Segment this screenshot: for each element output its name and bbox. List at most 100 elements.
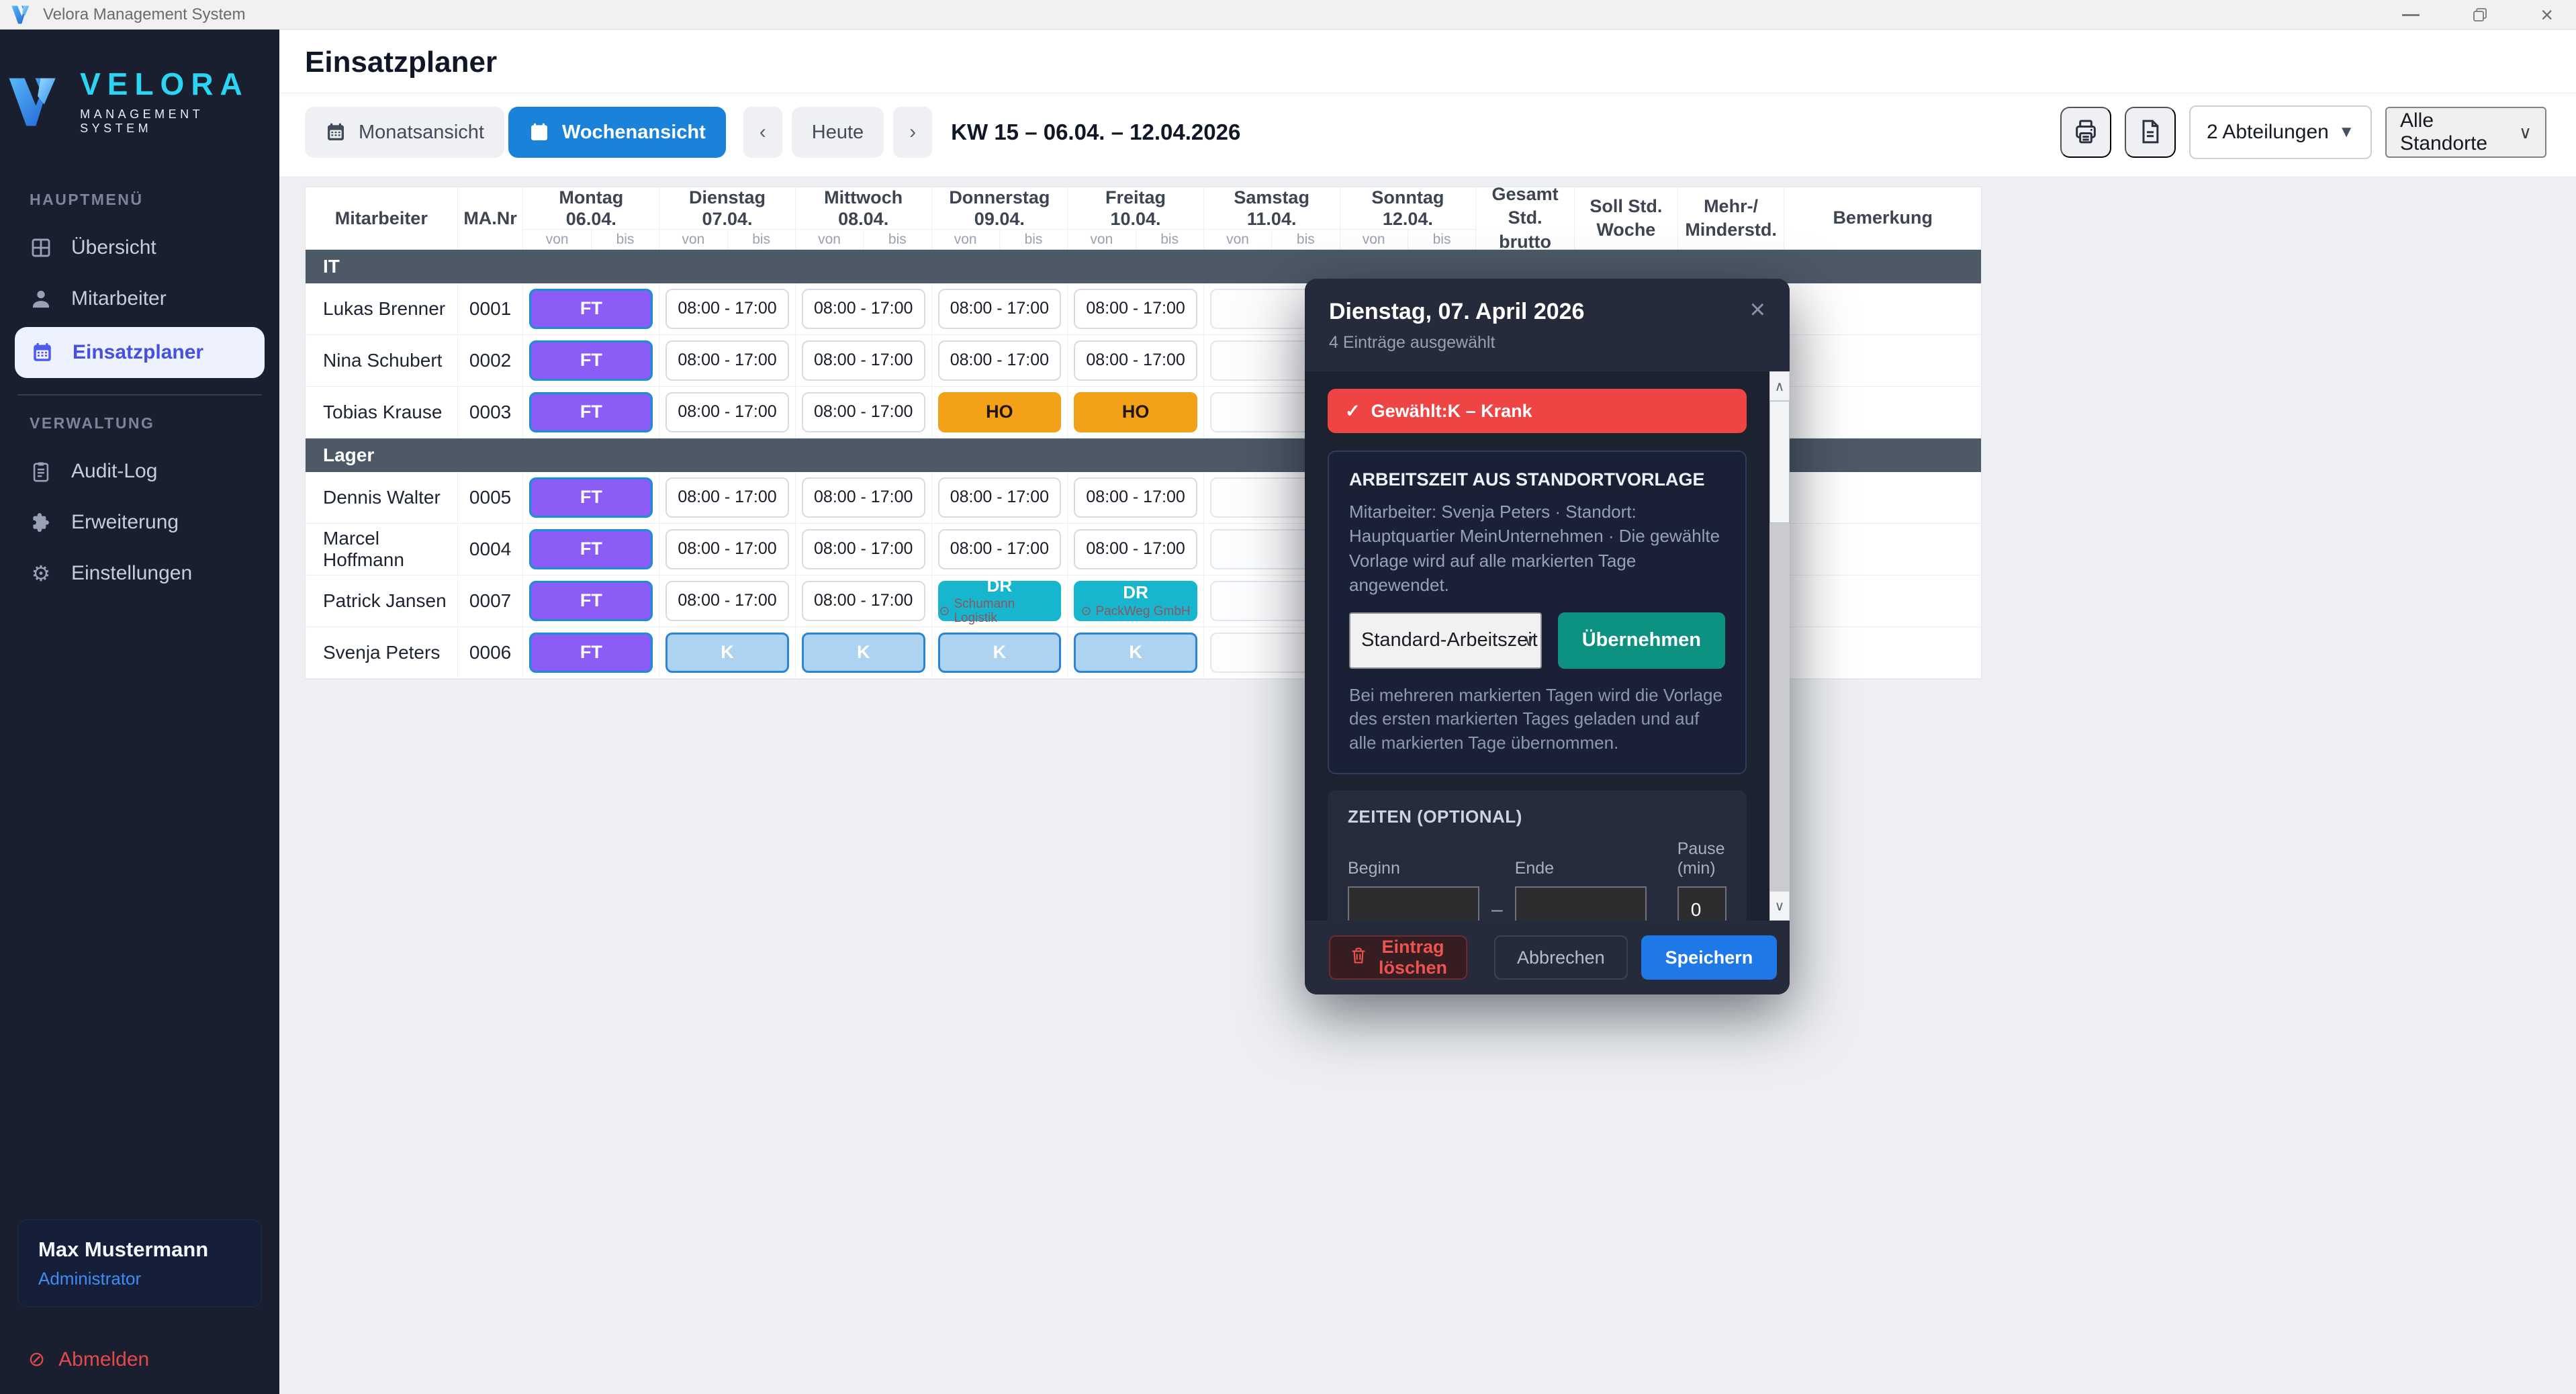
shift-cell-time[interactable]: 08:00 - 17:00 <box>1074 289 1197 329</box>
shift-cell-time[interactable]: 08:00 - 17:00 <box>665 529 789 569</box>
shift-cell-time[interactable]: 08:00 - 17:00 <box>801 289 925 329</box>
day-cell: FT <box>523 472 660 523</box>
sidebar-item-audit-log[interactable]: Audit-Log <box>0 446 279 497</box>
selected-status-banner: ✓ Gewählt:K – Krank <box>1328 389 1747 433</box>
export-button[interactable] <box>2125 107 2176 158</box>
shift-cell-time[interactable]: 08:00 - 17:00 <box>937 477 1062 518</box>
scrollbar-thumb[interactable] <box>1769 401 1790 523</box>
pause-input[interactable]: 0 <box>1677 886 1727 921</box>
locations-select[interactable]: Alle Standorte ∨ <box>2385 107 2546 158</box>
apply-template-button[interactable]: Übernehmen <box>1557 612 1725 669</box>
page-title: Einsatzplaner <box>305 46 498 79</box>
shift-cell-dr[interactable]: DR ⊙ Schumann Logistik <box>937 576 1062 625</box>
shift-cell-time[interactable]: 08:00 - 17:00 <box>801 340 925 381</box>
app-logo-icon <box>11 5 32 25</box>
shift-cell-k[interactable]: K <box>665 633 789 673</box>
shift-cell-ho[interactable]: HO <box>1074 392 1197 432</box>
shift-cell-time[interactable]: 08:00 - 17:00 <box>801 529 925 569</box>
modal-header: Dienstag, 07. April 2026 4 Einträge ausg… <box>1305 279 1790 371</box>
sidebar-item-einsatzplaner[interactable]: Einsatzplaner <box>15 327 265 378</box>
begin-input[interactable] <box>1348 886 1479 921</box>
shift-cell-k[interactable]: K <box>937 633 1062 673</box>
today-button[interactable]: Heute <box>791 107 884 158</box>
end-input[interactable] <box>1514 886 1647 921</box>
shift-cell-time[interactable]: 08:00 - 17:00 <box>665 581 789 621</box>
minimize-icon[interactable] <box>2402 13 2420 16</box>
shift-cell-k[interactable]: K <box>801 633 925 673</box>
logout-button[interactable]: ⊘ Abmelden <box>17 1348 262 1371</box>
day-cell: 08:00 - 17:00 <box>796 524 932 575</box>
user-role: Administrator <box>38 1268 142 1289</box>
day-cell: FT <box>523 627 660 678</box>
delete-entry-button[interactable]: Eintrag löschen <box>1329 935 1468 980</box>
shift-cell-ho[interactable]: HO <box>937 392 1062 432</box>
day-cell: 08:00 - 17:00 <box>796 387 932 438</box>
shift-cell-time[interactable]: 08:00 - 17:00 <box>801 477 925 518</box>
print-button[interactable] <box>2060 107 2111 158</box>
col-header-day-4: Freitag 10.04. von bis <box>1068 187 1204 249</box>
logout-label: Abmelden <box>58 1348 150 1370</box>
shift-cell-ft[interactable]: FT <box>529 392 653 432</box>
cancel-button[interactable]: Abbrechen <box>1494 935 1628 980</box>
shift-cell-time[interactable]: 08:00 - 17:00 <box>665 289 789 329</box>
employee-id: 0007 <box>458 575 524 626</box>
restore-icon[interactable] <box>2472 7 2488 23</box>
sidebar-item-erweiterung[interactable]: Erweiterung <box>0 497 279 548</box>
col-header-stat-1: Soll Std. Woche <box>1575 187 1678 249</box>
shift-cell-time[interactable]: 08:00 - 17:00 <box>937 529 1062 569</box>
shift-cell-ft[interactable]: FT <box>529 633 653 673</box>
close-window-icon[interactable]: × <box>2540 3 2553 27</box>
day-cell: DR ⊙ Schumann Logistik <box>932 575 1068 626</box>
day-cell: 08:00 - 17:00 <box>1068 472 1204 523</box>
entry-edit-modal: Dienstag, 07. April 2026 4 Einträge ausg… <box>1305 279 1790 994</box>
shift-cell-time[interactable]: 08:00 - 17:00 <box>1074 529 1197 569</box>
shift-cell-dr[interactable]: DR ⊙ PackWeg GmbH <box>1074 581 1197 621</box>
shift-cell-ft[interactable]: FT <box>529 289 653 329</box>
week-view-button[interactable]: Wochenansicht <box>508 107 726 158</box>
day-cell: FT <box>523 387 660 438</box>
day-cell: 08:00 - 17:00 <box>1068 524 1204 575</box>
scroll-down-icon[interactable]: ∨ <box>1769 891 1790 921</box>
day-cell: 08:00 - 17:00 <box>659 575 796 626</box>
begin-label: Beginn <box>1348 859 1400 878</box>
employee-name: Svenja Peters <box>306 627 458 678</box>
shift-cell-ft[interactable]: FT <box>529 581 653 621</box>
shift-cell-time[interactable]: 08:00 - 17:00 <box>665 477 789 518</box>
shift-cell-time[interactable]: 08:00 - 17:00 <box>1074 340 1197 381</box>
sidebar-item-einstellungen[interactable]: ⚙ Einstellungen <box>0 548 279 599</box>
shift-cell-ft[interactable]: FT <box>529 477 653 518</box>
shift-cell-time[interactable]: 08:00 - 17:00 <box>937 289 1062 329</box>
close-icon[interactable]: × <box>1749 295 1765 324</box>
sidebar-item-label: Einsatzplaner <box>73 341 204 363</box>
employee-name: Tobias Krause <box>306 387 458 438</box>
shift-cell-time[interactable]: 08:00 - 17:00 <box>1074 477 1197 518</box>
employee-name: Lukas Brenner <box>306 283 458 334</box>
modal-scrollbar[interactable]: ∧ ∨ <box>1769 371 1790 921</box>
sidebar-item-mitarbeiter[interactable]: Mitarbeiter <box>0 273 279 324</box>
shift-cell-ft[interactable]: FT <box>529 529 653 569</box>
scroll-up-icon[interactable]: ∧ <box>1769 371 1790 401</box>
shift-cell-k[interactable]: K <box>1074 633 1197 673</box>
shift-cell-time[interactable]: 08:00 - 17:00 <box>937 340 1062 381</box>
save-button[interactable]: Speichern <box>1641 935 1778 980</box>
calendar-icon <box>528 122 550 143</box>
shift-cell-time[interactable]: 08:00 - 17:00 <box>801 392 925 432</box>
chevron-down-icon: ∨ <box>1523 631 1535 650</box>
caret-down-icon: ▼ <box>2338 123 2354 141</box>
shift-cell-ft[interactable]: FT <box>529 340 653 381</box>
day-cell: 08:00 - 17:00 <box>659 283 796 334</box>
departments-dropdown[interactable]: 2 Abteilungen ▼ <box>2189 105 2372 159</box>
shift-cell-time[interactable]: 08:00 - 17:00 <box>665 392 789 432</box>
shift-cell-time[interactable]: 08:00 - 17:00 <box>665 340 789 381</box>
day-cell: DR ⊙ PackWeg GmbH <box>1068 575 1204 626</box>
end-label: Ende <box>1514 859 1555 878</box>
month-view-button[interactable]: Monatsansicht <box>305 107 504 158</box>
sidebar-item--bersicht[interactable]: Übersicht <box>0 222 279 273</box>
template-select[interactable]: Standard-Arbeitszeit (08:00 - 17:00 ∨ <box>1349 612 1542 669</box>
employee-name: Patrick Jansen <box>306 575 458 626</box>
shift-cell-time[interactable]: 08:00 - 17:00 <box>801 581 925 621</box>
chevron-down-icon: ∨ <box>2518 122 2532 142</box>
times-section: ZEITEN (OPTIONAL) Beginn – Ende Pause (m… <box>1328 790 1747 921</box>
next-week-button[interactable]: › <box>893 107 933 158</box>
prev-week-button[interactable]: ‹ <box>743 107 782 158</box>
